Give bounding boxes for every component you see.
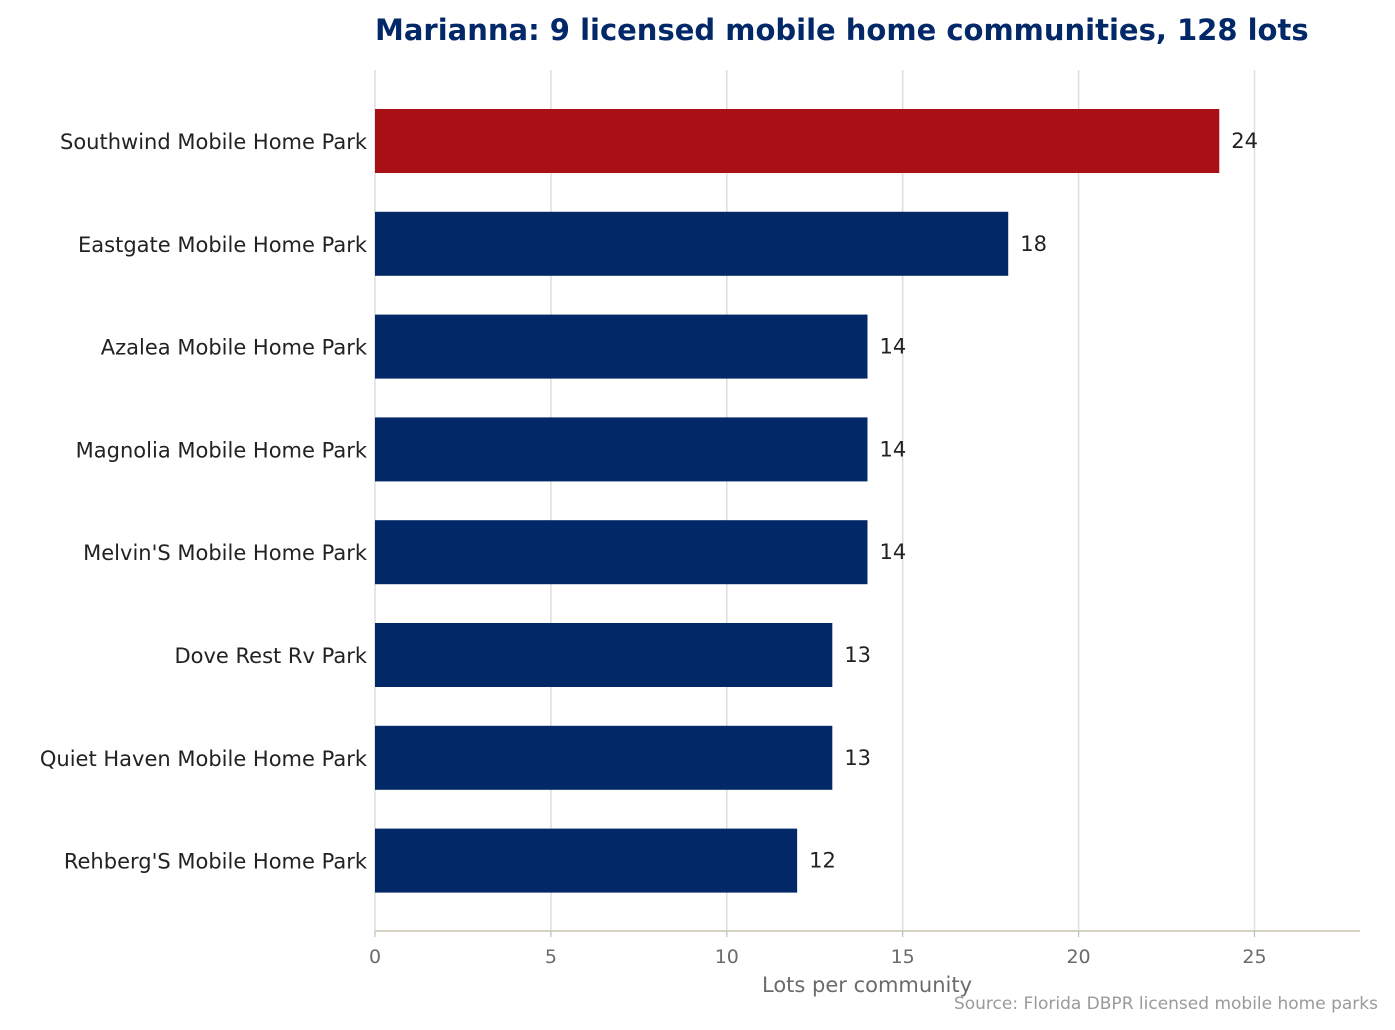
value-labels: 24 18 14 14 14 13 13 12 [809, 129, 1258, 873]
bar-2 [375, 211, 1009, 276]
x-tick-label-0: 0 [369, 946, 381, 968]
bar-8 [375, 828, 798, 893]
category-label-8: Rehberg'S Mobile Home Park [64, 850, 368, 874]
x-tick-labels: 0 5 10 15 20 25 [369, 931, 1267, 968]
category-label-6: Dove Rest Rv Park [174, 644, 367, 668]
chart-title: Marianna: 9 licensed mobile home communi… [375, 13, 1309, 47]
grid-lines [374, 70, 1256, 931]
value-label-1: 24 [1231, 129, 1258, 153]
category-label-4: Magnolia Mobile Home Park [76, 438, 368, 462]
x-axis-label: Lots per community [762, 973, 972, 997]
category-label-1: Southwind Mobile Home Park [60, 130, 368, 154]
value-label-3: 14 [880, 335, 907, 359]
bars [375, 109, 1220, 893]
value-label-7: 13 [844, 746, 871, 770]
x-tick-label-5: 5 [545, 946, 557, 968]
category-label-3: Azalea Mobile Home Park [101, 336, 368, 360]
x-tick-label-20: 20 [1066, 946, 1090, 968]
bar-3 [375, 314, 868, 379]
category-label-5: Melvin'S Mobile Home Park [83, 541, 368, 565]
x-tick-label-10: 10 [715, 946, 739, 968]
category-label-2: Eastgate Mobile Home Park [78, 233, 368, 257]
bar-7 [375, 725, 833, 790]
x-tick-label-15: 15 [891, 946, 915, 968]
x-tick-label-25: 25 [1242, 946, 1266, 968]
value-label-6: 13 [844, 643, 871, 667]
category-label-7: Quiet Haven Mobile Home Park [40, 747, 368, 771]
category-labels: Southwind Mobile Home Park Eastgate Mobil… [40, 130, 368, 874]
value-label-4: 14 [880, 437, 907, 461]
value-label-8: 12 [809, 849, 836, 873]
bar-4 [375, 417, 868, 482]
value-label-2: 18 [1020, 232, 1047, 256]
bar-1 [375, 109, 1220, 173]
bar-6 [375, 623, 833, 687]
bar-5 [375, 520, 868, 585]
value-label-5: 14 [880, 540, 907, 564]
source-note: Source: Florida DBPR licensed mobile hom… [954, 994, 1378, 1014]
